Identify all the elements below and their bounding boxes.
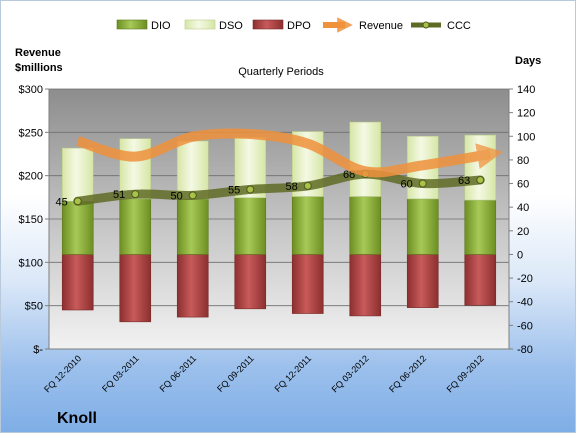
ccc-point — [73, 197, 82, 206]
left-tick-label: $200 — [19, 171, 43, 183]
bar-dpo — [61, 254, 94, 311]
x-tick-label: FQ 06-2012 — [387, 353, 428, 394]
bar-dso — [464, 134, 497, 201]
ccc-point — [476, 176, 485, 184]
ccc-point — [246, 185, 255, 194]
bar-dio — [349, 196, 382, 255]
chart-title: Quarterly Periods — [238, 66, 324, 78]
company-name: Knoll — [57, 410, 97, 427]
right-tick-label: -80 — [517, 344, 533, 356]
legend-swatch — [116, 19, 148, 30]
left-tick-label: $150 — [19, 214, 43, 226]
x-tick-label: FQ 09-2012 — [445, 353, 486, 394]
bar-dpo — [234, 254, 267, 310]
left-axis-label: Revenue — [15, 47, 61, 59]
right-axis-label: Days — [515, 55, 541, 67]
right-tick-label: 140 — [517, 84, 535, 96]
right-tick-label: 0 — [517, 249, 523, 261]
ccc-data-label: 55 — [228, 184, 240, 196]
bar-dpo — [464, 254, 497, 306]
left-tick-label: $300 — [19, 84, 43, 96]
bar-dpo — [406, 254, 439, 308]
bar-dio — [234, 197, 267, 255]
x-tick-label: FQ 03-2011 — [100, 353, 141, 394]
x-tick-label: FQ 03-2012 — [330, 353, 371, 394]
ccc-data-label: 60 — [401, 179, 413, 191]
right-tick-label: -40 — [517, 297, 533, 309]
right-tick-label: 20 — [517, 226, 529, 238]
ccc-data-label: 58 — [286, 181, 298, 193]
right-tick-label: 40 — [517, 202, 529, 214]
bar-dio — [464, 199, 497, 255]
legend-swatch — [184, 19, 216, 30]
bar-dio — [291, 196, 324, 255]
x-tick-label: FQ 09-2011 — [215, 353, 256, 394]
ccc-data-label: 63 — [458, 175, 470, 187]
bar-dso — [119, 138, 152, 200]
left-tick-label: $50 — [25, 301, 43, 313]
x-tick-label: FQ 12-2010 — [42, 353, 83, 394]
legend-label: Revenue — [359, 20, 403, 32]
bar-dso — [176, 140, 209, 200]
legend-swatch — [252, 19, 284, 30]
left-tick-label: $- — [33, 344, 43, 356]
legend-label: DIO — [151, 20, 171, 32]
right-tick-label: -60 — [517, 320, 533, 332]
bar-dio — [61, 200, 94, 255]
bar-dso — [61, 147, 94, 202]
legend-label: CCC — [447, 20, 471, 32]
ccc-point — [131, 190, 140, 199]
bar-dpo — [291, 254, 324, 314]
x-tick-label: FQ 06-2011 — [158, 353, 199, 394]
right-tick-label: 120 — [517, 108, 535, 120]
legend-marker — [422, 21, 430, 29]
ccc-data-label: 50 — [171, 190, 183, 202]
legend-label: DPO — [287, 20, 311, 32]
ccc-data-label: 51 — [113, 189, 125, 201]
bar-dpo — [119, 254, 152, 323]
bar-dso — [349, 121, 382, 197]
bars — [61, 121, 497, 323]
legend-label: DSO — [219, 20, 243, 32]
left-axis-label-units: $millions — [15, 62, 63, 74]
right-tick-label: 80 — [517, 155, 529, 167]
ccc-data-label: 45 — [56, 196, 68, 208]
ccc-line — [73, 169, 485, 206]
left-tick-label: $250 — [19, 127, 43, 139]
bar-dio — [406, 198, 439, 255]
legend: DIO DSO DPO Revenue CCC — [116, 17, 471, 33]
x-tick-label: FQ 12-2011 — [273, 353, 314, 394]
ccc-point — [418, 179, 427, 188]
bar-dpo — [349, 254, 382, 317]
right-tick-label: 60 — [517, 179, 529, 191]
bar-dio — [119, 198, 152, 255]
ccc-point — [303, 181, 312, 190]
bar-dpo — [176, 254, 209, 318]
revenue-line — [76, 128, 504, 178]
left-tick-label: $100 — [19, 257, 43, 269]
bar-dio — [176, 198, 209, 255]
right-tick-label: -20 — [517, 273, 533, 285]
ccc-point — [188, 191, 197, 200]
right-tick-label: 100 — [517, 131, 535, 143]
